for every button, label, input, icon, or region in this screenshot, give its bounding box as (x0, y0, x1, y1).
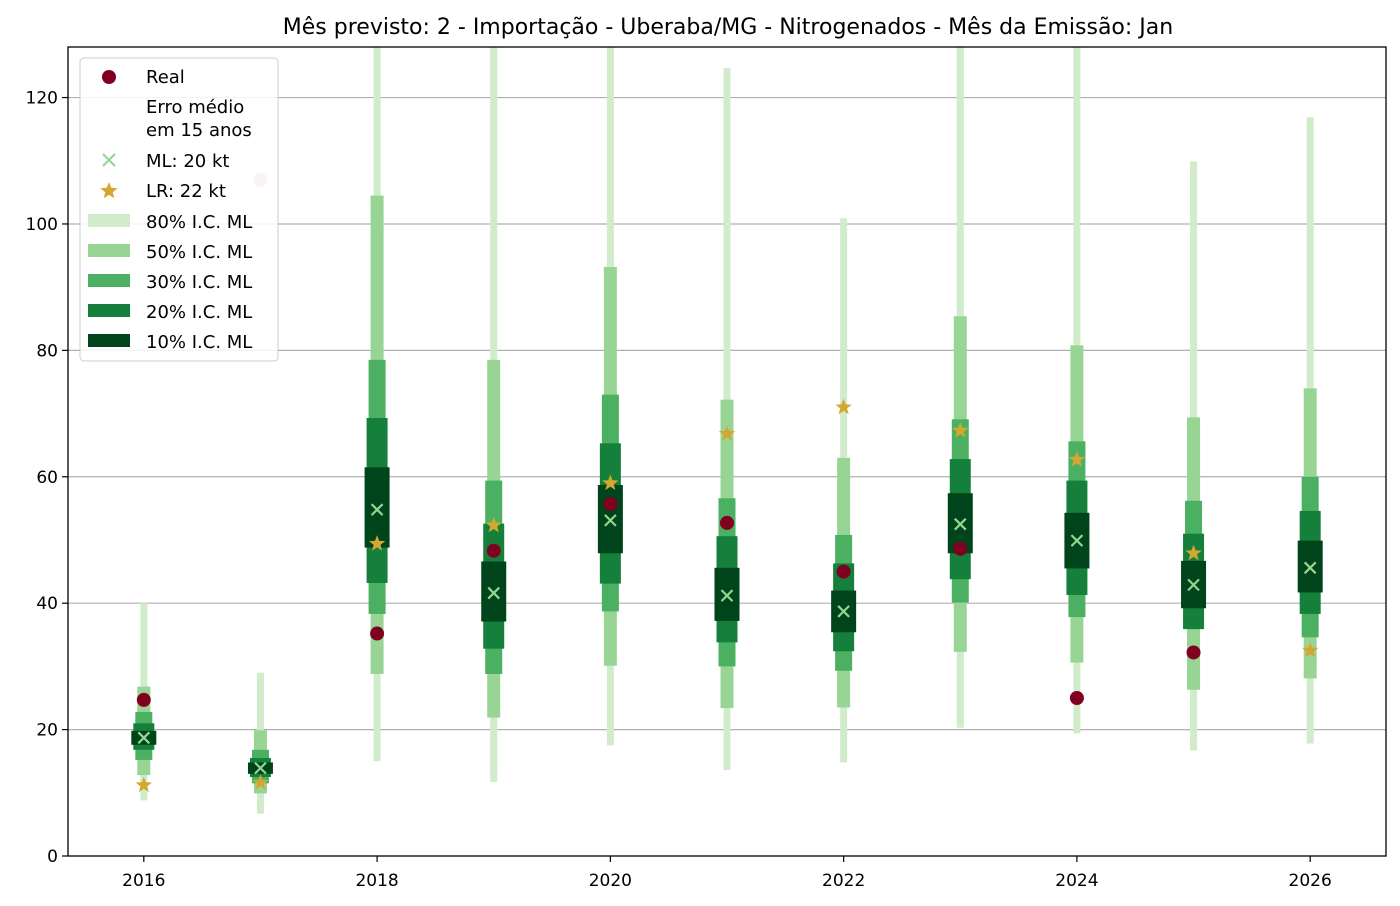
real-point-2020 (603, 496, 618, 511)
legend: Real Erro médio em 15 anos ML: 20 kt LR:… (79, 57, 279, 362)
legend-lr-marker (100, 182, 118, 199)
x-tick-label-2020: 2020 (589, 871, 632, 891)
ci10-bar-2018 (364, 467, 390, 548)
ml-marker-2025 (1187, 578, 1200, 592)
x-tick-label-2022: 2022 (822, 871, 865, 891)
legend-ci20-label: 20% I.C. ML (146, 302, 252, 323)
x-tick-label-2026: 2026 (1289, 871, 1332, 891)
real-point-2018 (370, 626, 385, 641)
legend-ci30-label: 30% I.C. ML (146, 272, 252, 293)
y-tick-label-20: 20 (36, 721, 58, 741)
x-tick-label-2018: 2018 (355, 871, 398, 891)
legend-ci50-swatch (88, 244, 130, 257)
y-tick-label-120: 120 (26, 89, 58, 109)
legend-error-label-line1: Erro médio (146, 97, 244, 118)
ml-marker-2017 (254, 761, 267, 775)
legend-ml-label: ML: 20 kt (146, 151, 229, 172)
lr-marker-2018 (368, 535, 386, 551)
real-point-2021 (720, 515, 734, 530)
y-tick-label-60: 60 (36, 468, 58, 488)
lr-marker-2019 (485, 516, 502, 533)
real-point-2024 (1069, 690, 1084, 705)
legend-error-label-line2: em 15 anos (146, 120, 252, 141)
lr-marker-2020 (602, 474, 619, 491)
chart-title: Mês previsto: 2 - Importação - Uberaba/M… (283, 15, 1173, 40)
ml-marker-2016 (137, 731, 151, 745)
legend-ci50-label: 50% I.C. ML (146, 242, 252, 263)
ml-marker-2023 (953, 517, 967, 531)
legend-real-marker (102, 70, 116, 84)
x-tick-label-2016: 2016 (122, 871, 165, 891)
lr-marker-2016 (135, 776, 152, 793)
legend-ci20-swatch (88, 304, 130, 317)
ci10-bar-2019 (481, 561, 507, 622)
ml-marker-2018 (370, 503, 384, 516)
ml-marker-2026 (1303, 561, 1317, 575)
plot-frame (67, 46, 1387, 857)
lr-marker-2021 (718, 425, 736, 441)
axes: 0 20 40 60 80 100 120 2016 2018 2020 2022 2024 2026 (26, 89, 1332, 891)
lr-marker-2017 (252, 774, 269, 790)
real-point-2023 (953, 541, 968, 556)
y-tick-label-100: 100 (26, 215, 58, 235)
real-point-2019 (486, 543, 501, 558)
y-tick-label-40: 40 (36, 594, 58, 614)
x-tick-label-2024: 2024 (1055, 871, 1098, 891)
ml-marker-2020 (604, 514, 617, 527)
legend-lr-label: LR: 22 kt (146, 181, 226, 202)
lr-marker-2025 (1185, 544, 1202, 561)
legend-ci80-swatch (88, 214, 130, 227)
real-point-2016 (136, 692, 151, 707)
legend-real-label: Real (146, 67, 185, 88)
data-markers (135, 172, 1319, 793)
ml-marker-2019 (487, 586, 501, 600)
legend-ci10-label: 10% I.C. ML (146, 332, 252, 353)
lr-marker-2026 (1302, 641, 1319, 658)
ml-marker-2021 (720, 589, 734, 602)
legend-ml-marker (102, 153, 116, 167)
lr-marker-2023 (952, 422, 969, 438)
real-point-2025 (1186, 645, 1201, 660)
lr-marker-2024 (1068, 451, 1086, 467)
interval-bars (131, 47, 1323, 814)
legend-ci30-swatch (88, 274, 130, 287)
y-tick-label-0: 0 (47, 847, 58, 867)
lr-marker-2022 (835, 398, 852, 415)
legend-ci10-swatch (88, 334, 130, 347)
y-tick-label-80: 80 (36, 341, 58, 361)
ml-marker-2024 (1070, 534, 1084, 547)
real-point-2022 (836, 564, 851, 579)
ml-marker-2022 (837, 605, 850, 618)
legend-ci80-label: 80% I.C. ML (146, 212, 252, 233)
